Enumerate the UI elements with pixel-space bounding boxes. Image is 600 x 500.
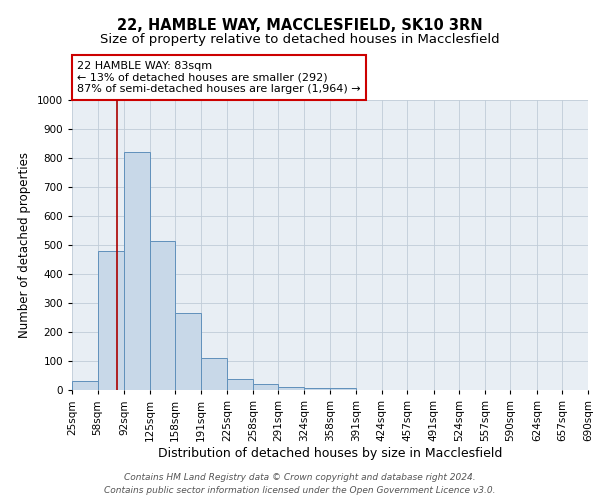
Bar: [278, 386, 304, 390]
X-axis label: Distribution of detached houses by size in Macclesfield: Distribution of detached houses by size …: [158, 446, 502, 460]
Bar: [304, 388, 331, 390]
Y-axis label: Number of detached properties: Number of detached properties: [18, 152, 31, 338]
Bar: [253, 384, 278, 390]
Bar: [227, 379, 253, 390]
Text: 22 HAMBLE WAY: 83sqm
← 13% of detached houses are smaller (292)
87% of semi-deta: 22 HAMBLE WAY: 83sqm ← 13% of detached h…: [77, 61, 361, 94]
Text: Size of property relative to detached houses in Macclesfield: Size of property relative to detached ho…: [100, 32, 500, 46]
Bar: [175, 313, 201, 390]
Bar: [98, 251, 124, 390]
Bar: [331, 388, 356, 390]
Text: 22, HAMBLE WAY, MACCLESFIELD, SK10 3RN: 22, HAMBLE WAY, MACCLESFIELD, SK10 3RN: [117, 18, 483, 32]
Bar: [72, 382, 98, 390]
Bar: [201, 358, 227, 390]
Text: Contains HM Land Registry data © Crown copyright and database right 2024.
Contai: Contains HM Land Registry data © Crown c…: [104, 474, 496, 495]
Bar: [124, 152, 149, 390]
Bar: [149, 240, 175, 390]
